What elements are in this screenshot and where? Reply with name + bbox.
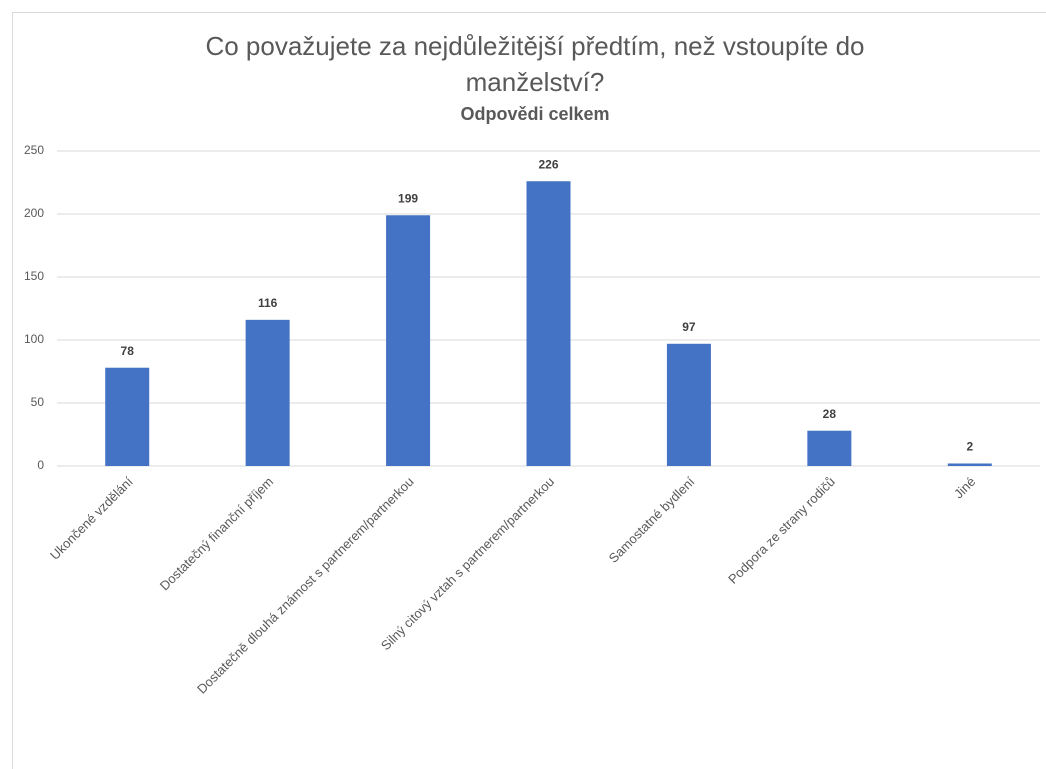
value-label: 116 xyxy=(258,296,278,310)
value-label: 226 xyxy=(538,157,558,171)
y-tick-label: 200 xyxy=(24,206,44,220)
x-tick-label: Ukončené vzdělání xyxy=(47,474,136,563)
bar xyxy=(245,319,290,466)
bar xyxy=(666,343,711,466)
bar xyxy=(526,181,571,467)
x-tick-label: Silný citový vztah s partnerem/partnerko… xyxy=(378,474,557,653)
value-label: 78 xyxy=(121,344,135,358)
bar xyxy=(947,463,992,466)
y-tick-label: 0 xyxy=(37,458,44,472)
x-tick-label: Dostatečně dlouhá známost s partnerem/pa… xyxy=(194,474,417,697)
chart-border xyxy=(12,12,1046,769)
value-label: 28 xyxy=(823,407,837,421)
x-tick-label: Podpora ze strany rodičů xyxy=(725,474,838,587)
y-tick-label: 50 xyxy=(31,395,45,409)
bar xyxy=(807,430,852,466)
bar xyxy=(386,215,431,466)
chart-title: Co považujete za nejdůležitější předtím,… xyxy=(205,31,865,97)
value-label: 2 xyxy=(966,440,973,454)
y-tick-label: 250 xyxy=(24,143,44,157)
x-tick-label: Jiné xyxy=(951,474,978,501)
y-tick-label: 100 xyxy=(24,332,44,346)
value-label: 199 xyxy=(398,191,418,205)
bar xyxy=(105,367,150,466)
x-tick-label: Dostatečný finanční příjem xyxy=(157,474,276,593)
value-label: 97 xyxy=(682,320,696,334)
y-tick-label: 150 xyxy=(24,269,44,283)
chart-subtitle: Odpovědi celkem xyxy=(460,104,610,124)
x-tick-label: Samostatné bydlení xyxy=(606,474,698,566)
